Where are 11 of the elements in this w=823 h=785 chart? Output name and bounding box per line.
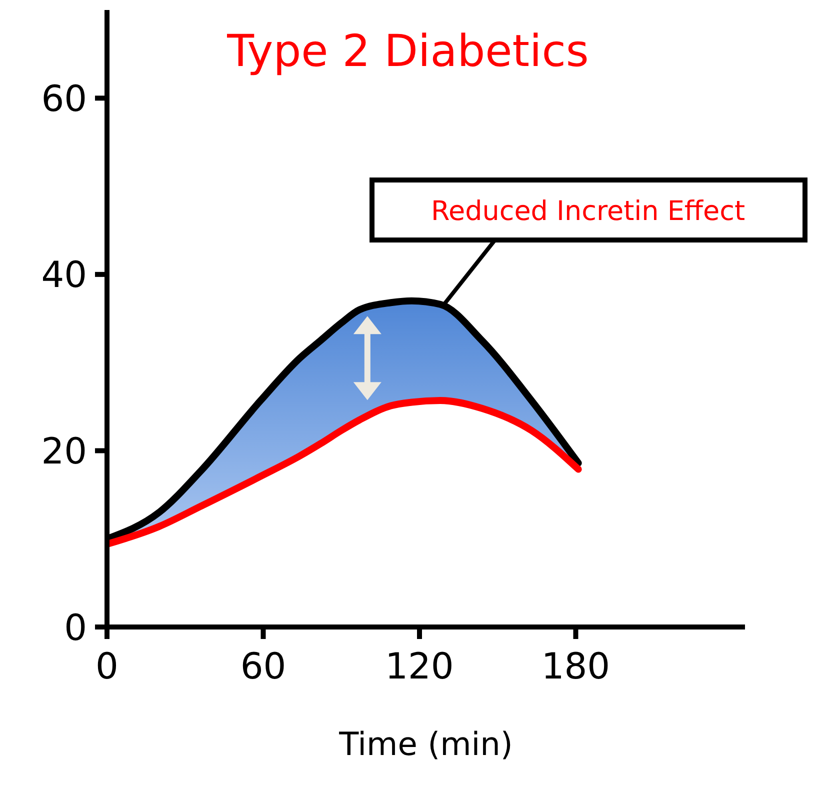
x-tick-label: 60 — [240, 646, 286, 688]
annotation: Reduced Incretin Effect — [430, 196, 746, 227]
y-tick-label: 20 — [41, 431, 87, 472]
x-tick-label: 180 — [541, 646, 610, 688]
y-tick-label: 40 — [41, 255, 87, 296]
x-tick-label: 0 — [96, 646, 118, 688]
x-tick-label: 120 — [385, 646, 454, 688]
x-axis-title: Time (min) — [338, 725, 513, 763]
y-tick-label: 0 — [64, 608, 87, 649]
chart-title: Type 2 Diabetics — [226, 26, 590, 77]
y-tick-label: 60 — [41, 78, 87, 120]
